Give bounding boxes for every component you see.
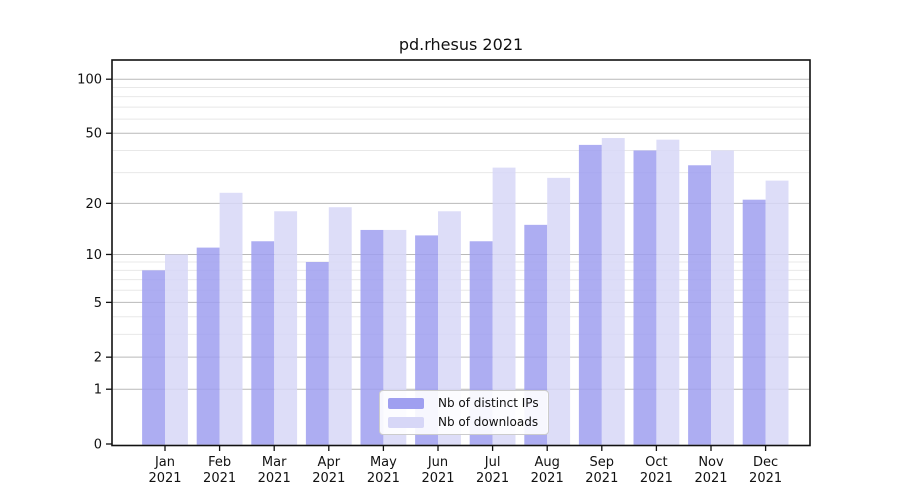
x-axis-tick-label: 2021 <box>203 471 236 486</box>
y-axis-tick-label: 20 <box>85 197 102 212</box>
x-axis-tick-label: Apr <box>318 455 341 470</box>
x-axis-tick-label: 2021 <box>640 471 673 486</box>
y-axis-tick-label: 50 <box>85 127 102 142</box>
bar-downloads <box>656 139 680 445</box>
bar-distinct-ips <box>633 150 657 445</box>
y-axis-tick-label: 100 <box>77 73 102 88</box>
legend-row-downloads: Nb of downloads <box>388 415 539 429</box>
x-axis-tick-label: 2021 <box>421 471 454 486</box>
x-axis-tick-label: 2021 <box>476 471 509 486</box>
bar-downloads <box>328 207 352 445</box>
bar-distinct-ips <box>524 224 548 445</box>
x-axis-tick-label: Jan <box>154 455 175 470</box>
y-axis-tick-label: 5 <box>94 296 102 311</box>
bar-distinct-ips <box>742 199 766 445</box>
bar-downloads <box>165 254 188 445</box>
x-axis-tick-label: Oct <box>645 455 667 470</box>
bar-distinct-ips <box>251 241 275 445</box>
x-axis-tick-label: 2021 <box>531 471 564 486</box>
bar-downloads <box>601 138 625 445</box>
x-axis-tick-label: Nov <box>698 455 724 470</box>
bar-downloads <box>765 180 789 445</box>
x-axis-tick-label: 2021 <box>585 471 618 486</box>
y-axis-tick-label: 10 <box>85 248 102 263</box>
y-axis-tick-label: 2 <box>94 351 102 366</box>
bar-distinct-ips <box>142 270 165 445</box>
x-axis-tick-label: Dec <box>753 455 778 470</box>
x-axis-tick-label: 2021 <box>694 471 727 486</box>
bar-downloads <box>492 167 516 445</box>
x-axis-tick-label: Jul <box>484 455 501 470</box>
x-axis-tick-label: 2021 <box>312 471 345 486</box>
bar-downloads <box>711 150 734 445</box>
bar-distinct-ips <box>578 144 602 445</box>
legend: Nb of distinct IPs Nb of downloads <box>379 390 549 435</box>
plot-border <box>111 59 811 447</box>
legend-swatch-distinct-ips <box>388 397 424 409</box>
legend-swatch-downloads <box>388 416 424 428</box>
x-axis-tick-label: Mar <box>262 455 287 470</box>
x-axis-tick-label: 2021 <box>258 471 291 486</box>
y-axis-tick-label: 1 <box>94 383 102 398</box>
bar-downloads <box>274 211 298 445</box>
bar-downloads <box>547 177 571 445</box>
y-axis-tick-label: 0 <box>94 438 102 453</box>
x-axis-tick-label: May <box>370 455 397 470</box>
legend-row-distinct-ips: Nb of distinct IPs <box>388 396 539 410</box>
bar-distinct-ips <box>688 165 711 445</box>
bar-distinct-ips <box>196 247 220 445</box>
bar-downloads <box>219 192 243 445</box>
x-axis-tick-label: Jun <box>427 455 448 470</box>
legend-label-distinct-ips: Nb of distinct IPs <box>438 396 539 410</box>
x-axis-tick-label: 2021 <box>367 471 400 486</box>
x-axis-tick-label: Sep <box>590 455 615 470</box>
x-axis-tick-label: 2021 <box>749 471 782 486</box>
bar-distinct-ips <box>305 262 329 445</box>
legend-label-downloads: Nb of downloads <box>438 415 539 429</box>
bar-distinct-ips <box>360 229 384 445</box>
x-axis-tick-label: Aug <box>535 455 560 470</box>
bar-downloads <box>438 211 461 445</box>
x-axis-tick-label: 2021 <box>148 471 181 486</box>
chart-title: pd.rhesus 2021 <box>398 35 524 54</box>
x-axis-tick-label: Feb <box>208 455 231 470</box>
